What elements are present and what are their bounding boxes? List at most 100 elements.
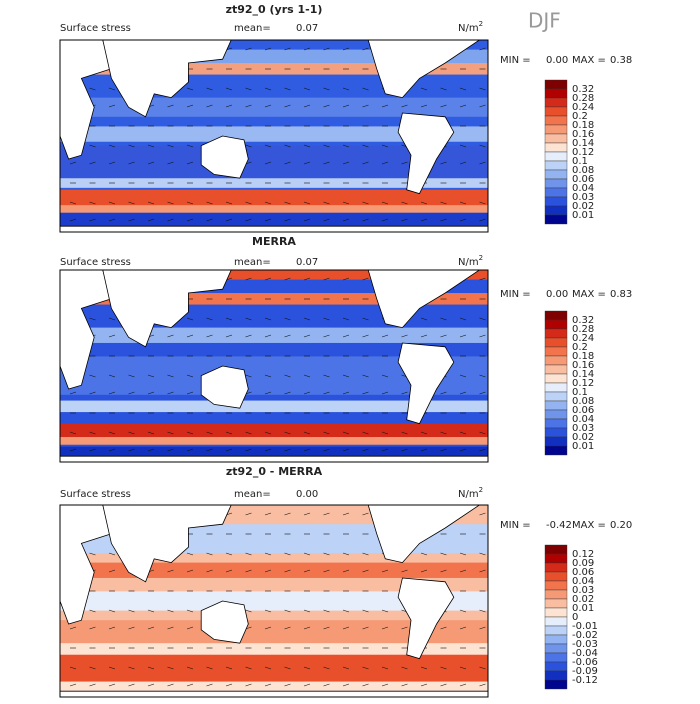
- wind-vector: [225, 104, 233, 108]
- wind-vector: [381, 448, 389, 452]
- wind-vector: [381, 218, 389, 222]
- units: N/m2: [458, 20, 483, 34]
- wind-vector: [323, 391, 330, 395]
- wind-vector: [420, 683, 428, 687]
- field-band: [60, 126, 488, 142]
- wind-vector: [245, 374, 252, 378]
- wind-vector: [206, 87, 213, 91]
- wind-vector: [401, 334, 408, 338]
- mean-value: 0.07: [296, 23, 318, 34]
- wind-vector: [225, 431, 233, 435]
- field-band: [60, 562, 488, 578]
- wind-vector: [459, 144, 467, 148]
- wind-vector: [479, 201, 486, 205]
- wind-vector: [303, 552, 311, 556]
- colorbar-label: 0.24: [572, 333, 594, 344]
- wind-vector: [342, 104, 350, 108]
- wind-vector: [420, 87, 428, 91]
- wind-vector: [225, 448, 233, 452]
- wind-vector: [186, 334, 194, 338]
- colorbar-label: 0.06: [572, 174, 594, 185]
- wind-vector: [479, 218, 486, 222]
- wind-vector: [381, 609, 389, 613]
- wind-vector: [342, 391, 350, 395]
- wind-vector: [459, 448, 467, 452]
- mean-label: mean=: [234, 23, 271, 34]
- colorbar-box: [544, 544, 568, 555]
- wind-vector: [167, 374, 174, 378]
- colorbar-label: 0.03: [572, 192, 594, 203]
- colorbar-label: 0.32: [572, 84, 594, 95]
- wind-vector: [381, 683, 389, 687]
- wind-vector: [342, 609, 350, 613]
- colorbar-box: [544, 409, 568, 420]
- wind-vector: [303, 317, 311, 321]
- wind-vector: [420, 448, 428, 452]
- wind-vector: [89, 317, 96, 321]
- wind-vector: [186, 218, 194, 222]
- colorbar-label: 0.14: [572, 369, 594, 380]
- wind-vector: [108, 626, 116, 630]
- wind-vector: [225, 218, 233, 222]
- wind-vector: [89, 144, 96, 148]
- wind-vector: [186, 201, 194, 205]
- land: [102, 270, 232, 348]
- wind-vector: [440, 552, 447, 556]
- wind-vector: [186, 666, 194, 670]
- wind-vector: [128, 683, 135, 687]
- wind-vector: [440, 201, 447, 205]
- wind-vector: [440, 87, 447, 91]
- colorbar-label: 0.18: [572, 120, 594, 131]
- wind-vector: [147, 201, 155, 205]
- wind-vector: [401, 391, 408, 395]
- wind-vector: [108, 391, 116, 395]
- field-band: [60, 423, 488, 438]
- wind-vector: [420, 666, 428, 670]
- wind-vector: [323, 334, 330, 338]
- wind-vector: [323, 161, 330, 165]
- wind-vector: [284, 47, 291, 51]
- wind-vector: [401, 201, 408, 205]
- wind-vector: [264, 317, 272, 321]
- wind-vector: [303, 104, 311, 108]
- wind-vector: [245, 569, 252, 573]
- wind-vector: [440, 161, 447, 165]
- wind-vector: [108, 683, 116, 687]
- colorbar-label: 0.09: [572, 558, 594, 569]
- max-label: MAX =: [572, 520, 606, 531]
- wind-vector: [342, 87, 350, 91]
- wind-vector: [362, 218, 369, 222]
- wind-vector: [108, 317, 116, 321]
- wind-vector: [108, 218, 116, 222]
- colorbar-box: [544, 169, 568, 180]
- field-band: [60, 63, 488, 75]
- wind-vector: [186, 144, 194, 148]
- colorbar-box: [544, 160, 568, 171]
- wind-vector: [284, 317, 291, 321]
- field-band: [60, 591, 488, 611]
- wind-vector: [420, 317, 428, 321]
- land: [367, 40, 481, 99]
- colorbar-label: 0.12: [572, 147, 594, 158]
- wind-vector: [225, 201, 233, 205]
- colorbar-label: 0.2: [572, 342, 588, 353]
- colorbar-box: [544, 643, 568, 654]
- units-base: N/m: [458, 489, 479, 500]
- wind-vector: [108, 609, 116, 613]
- wind-vector: [225, 552, 233, 556]
- wind-vector: [245, 512, 252, 516]
- land: [397, 342, 455, 425]
- colorbar-label: 0.28: [572, 93, 594, 104]
- wind-vector: [362, 317, 369, 321]
- wind-vector: [479, 47, 486, 51]
- wind-vector: [323, 104, 330, 108]
- colorbar-box: [544, 598, 568, 609]
- wind-vector: [440, 391, 447, 395]
- colorbar-box: [544, 562, 568, 573]
- wind-vector: [264, 334, 272, 338]
- wind-vector: [323, 609, 330, 613]
- wind-vector: [206, 334, 213, 338]
- wind-vector: [206, 552, 213, 556]
- colorbar-label: 0.02: [572, 201, 594, 212]
